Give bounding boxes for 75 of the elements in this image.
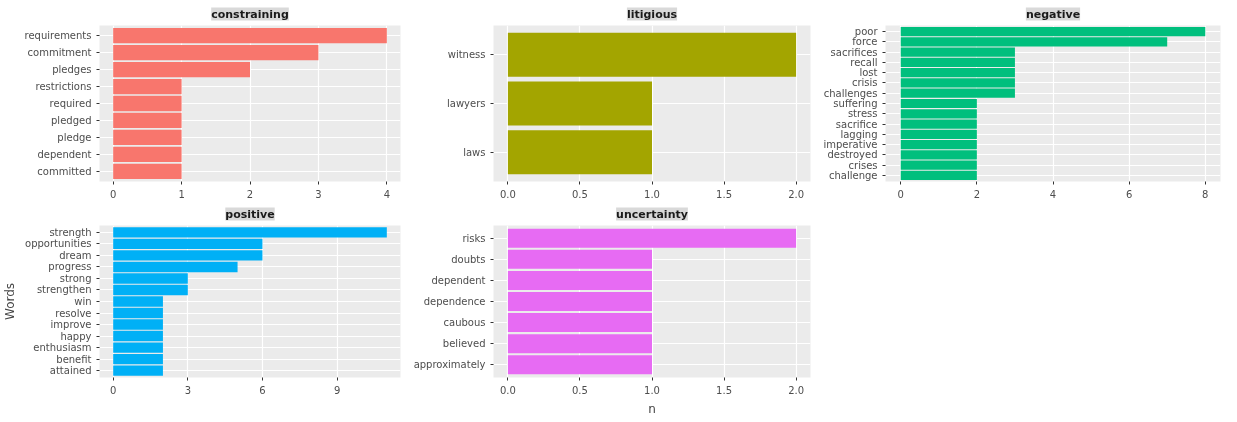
y-tick-label: resolve <box>55 307 92 319</box>
x-tick-label: 2.0 <box>788 188 805 200</box>
x-tick-label: 9 <box>333 384 341 396</box>
y-tick-label: crisis <box>851 77 878 89</box>
y-tick-label: imperative <box>823 139 878 151</box>
y-tick-label: challenge <box>828 169 878 181</box>
y-tick-label: believed <box>442 338 486 350</box>
y-tick-label: sacrifice <box>835 118 878 130</box>
y-tick-label: lagging <box>840 128 878 140</box>
y-tick-label: required <box>49 98 92 109</box>
x-tick-label: 4 <box>383 188 391 200</box>
y-tick-label: risks <box>462 232 486 244</box>
x-tick-label: 0.5 <box>572 188 588 200</box>
chart-title: uncertainty <box>616 207 688 221</box>
x-tick-label: 0 <box>897 188 904 200</box>
x-tick-label: 1.5 <box>716 384 732 396</box>
x-tick-label: 2 <box>973 188 981 200</box>
y-tick-label: requirements <box>24 30 92 42</box>
x-tick-label: 3 <box>315 188 322 200</box>
y-tick-label: lawyers <box>447 98 486 109</box>
x-tick-label: 2 <box>246 188 254 200</box>
y-tick-label: recall <box>850 56 878 68</box>
y-tick-label: poor <box>854 26 879 38</box>
x-axis-title: n <box>648 401 656 416</box>
y-tick-label: dependent <box>431 274 486 286</box>
y-tick-label: laws <box>463 146 486 158</box>
y-tick-label: pledge <box>57 131 92 143</box>
x-tick-label: 1 <box>178 188 185 200</box>
y-tick-label: pledges <box>52 64 92 76</box>
x-tick-label: 3 <box>184 384 191 396</box>
y-tick-label: benefit <box>56 353 92 365</box>
x-tick-label: 8 <box>1202 188 1209 200</box>
y-tick-label: strength <box>49 226 92 238</box>
x-tick-label: 0 <box>110 384 117 396</box>
x-tick-label: 0.0 <box>499 188 516 200</box>
x-tick-label: 2.0 <box>788 384 805 396</box>
y-tick-label: dependence <box>423 296 486 307</box>
x-tick-label: 6 <box>1125 188 1133 200</box>
y-tick-label: suffering <box>833 98 878 109</box>
y-tick-label: strong <box>59 272 92 284</box>
x-tick-label: 1.0 <box>644 188 660 200</box>
y-tick-label: approximately <box>413 359 486 371</box>
chart-title: litigious <box>626 7 678 21</box>
y-tick-label: committed <box>37 165 92 177</box>
y-tick-label: attained <box>49 365 92 377</box>
y-tick-label: stress <box>847 108 878 120</box>
y-tick-label: commitment <box>27 47 92 59</box>
chart-title: negative <box>1025 7 1081 21</box>
y-tick-label: caubous <box>443 317 486 329</box>
y-axis-title: Words <box>3 282 18 321</box>
y-tick-label: pledged <box>51 114 92 126</box>
y-tick-label: happy <box>60 330 92 342</box>
y-tick-label: improve <box>50 319 92 331</box>
y-tick-label: strengthen <box>36 284 92 296</box>
y-tick-label: enthusiasm <box>33 342 92 354</box>
y-tick-label: sacrifices <box>830 46 878 58</box>
y-tick-label: win <box>74 296 92 307</box>
x-tick-label: 1.0 <box>644 384 660 396</box>
y-tick-label: dependent <box>37 148 92 160</box>
y-tick-label: doubts <box>451 253 486 265</box>
x-tick-label: 1.5 <box>716 188 732 200</box>
y-tick-label: challenges <box>823 87 878 99</box>
x-tick-label: 4 <box>1049 188 1057 200</box>
y-tick-label: progress <box>48 261 92 273</box>
y-tick-label: opportunities <box>25 238 92 250</box>
chart-title: positive <box>225 207 275 221</box>
x-tick-label: 6 <box>259 384 266 396</box>
chart-title: constraining <box>211 7 289 21</box>
x-tick-label: 0 <box>110 188 117 200</box>
y-tick-label: restrictions <box>35 81 92 93</box>
x-tick-label: 0.0 <box>499 384 516 396</box>
y-tick-label: witness <box>447 49 486 61</box>
y-tick-label: dream <box>59 249 92 261</box>
y-tick-label: lost <box>859 67 878 79</box>
x-tick-label: 0.5 <box>572 384 588 396</box>
